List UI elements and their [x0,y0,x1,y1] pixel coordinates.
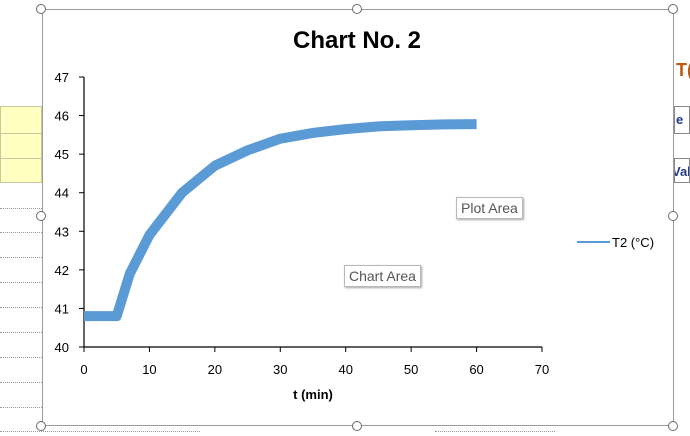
sheet-row-line [0,357,42,358]
sheet-row-line [0,407,42,408]
y-tick-label: 43 [55,224,69,239]
x-tick-label: 60 [469,362,483,377]
legend-entry-label: T2 (°C) [612,235,654,250]
resize-handle-bottom[interactable] [352,421,362,431]
sheet-row-line [0,431,200,432]
sheet-row-line [435,431,555,432]
y-tick-label: 45 [55,147,69,162]
sheet-row-line [0,332,42,333]
x-tick-label: 40 [338,362,352,377]
chart-title: Chart No. 2 [293,27,421,54]
resize-handle-top-right[interactable] [668,4,678,14]
x-tick-label: 70 [535,362,549,377]
sheet-header-text: T( [676,60,690,80]
y-tick-label: 47 [55,70,69,85]
sheet-row-line [0,232,42,233]
sheet-cell[interactable] [0,158,42,183]
resize-handle-bottom-right[interactable] [668,421,678,431]
x-tick-label: 0 [80,362,87,377]
sheet-row-line [0,282,42,283]
resize-handle-right[interactable] [668,211,678,221]
x-tick-label: 50 [404,362,418,377]
resize-handle-top[interactable] [352,4,362,14]
y-tick-label: 42 [55,263,69,278]
y-tick-label: 44 [55,186,69,201]
sheet-cell-text: e [676,112,684,127]
y-tick-label: 40 [55,340,69,355]
x-axis-label: t (min) [293,387,333,402]
sheet-row-line [0,382,42,383]
chart-series-layer [83,119,477,322]
x-tick-label: 20 [208,362,222,377]
sheet-row-line [0,208,42,209]
resize-handle-top-left[interactable] [36,4,46,14]
x-tick-label: 10 [142,362,156,377]
y-tick-label: 41 [55,301,69,316]
x-tick-label: 30 [273,362,287,377]
resize-handle-bottom-left[interactable] [36,421,46,431]
sheet-row-line [0,307,42,308]
sheet-cell-text: Val [675,164,690,179]
series-line-t2 [84,119,477,322]
chart-area-tooltip: Chart Area [344,265,421,287]
sheet-row-line [0,257,42,258]
y-tick-label: 46 [55,109,69,124]
chart-area[interactable] [42,9,674,426]
legend[interactable]: T2 (°C) [577,235,654,250]
chart-axes: 40 41 42 43 44 45 46 47 0 10 20 30 40 50 60 70 [55,70,550,377]
resize-handle-left[interactable] [36,211,46,221]
plot-area-tooltip: Plot Area [456,197,523,219]
sheet-cell[interactable] [0,106,42,134]
